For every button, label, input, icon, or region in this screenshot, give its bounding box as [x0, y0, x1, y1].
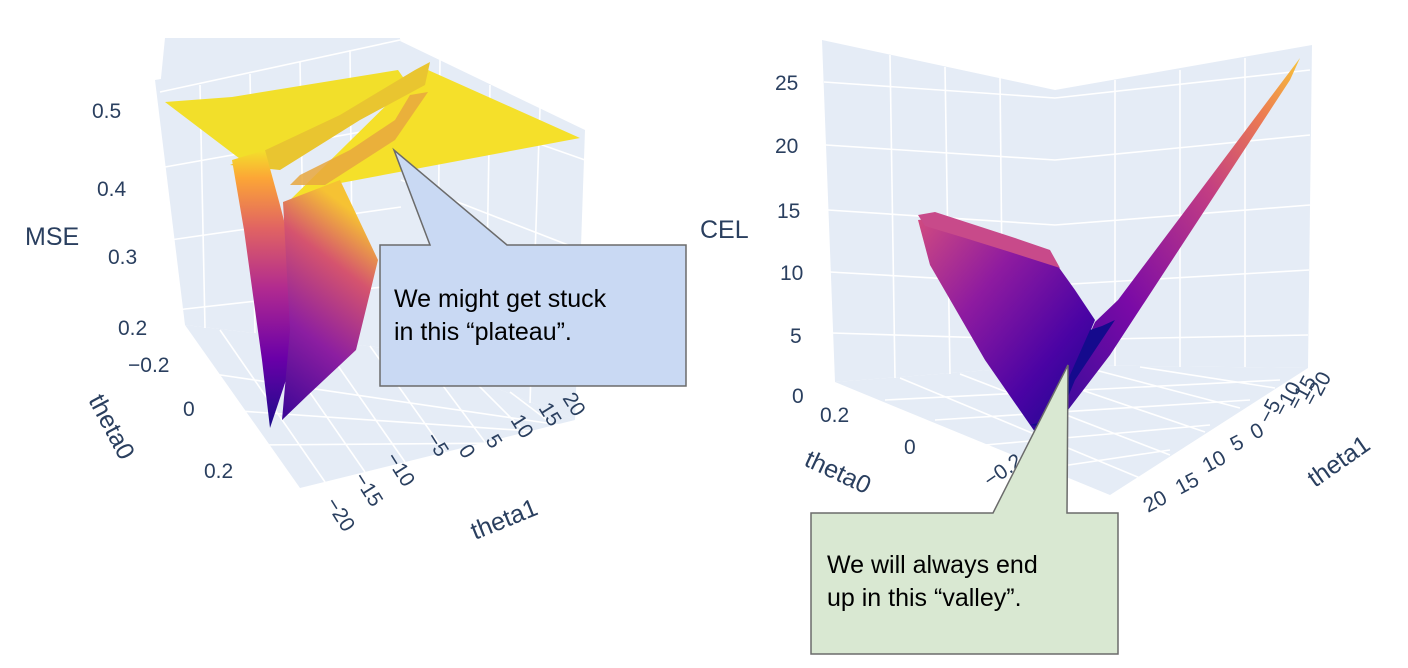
y-axis-title: theta0 [800, 445, 875, 500]
callout-plateau-box [379, 147, 687, 387]
mse-surface [165, 62, 580, 428]
z-tick-label: 20 [775, 135, 798, 158]
y-tick-label: 0 [904, 436, 916, 459]
right-wall [1055, 45, 1312, 368]
y-tick-label: −0.2 [128, 354, 169, 377]
plateau-right [285, 70, 580, 205]
grid-lines [823, 54, 1311, 479]
callout-valley-text: We will always end up in this “valley”. [827, 551, 1038, 612]
cel-surface [918, 58, 1300, 432]
y-axis-title: theta0 [83, 390, 140, 465]
z-axis-title: MSE [25, 223, 79, 251]
floor [835, 365, 1308, 495]
left-top-edge [918, 212, 1060, 268]
y-tick-label: 0.2 [204, 460, 233, 483]
callout-valley-box [810, 364, 1119, 655]
z-tick-label: 5 [790, 325, 802, 348]
x-tick-label: −15 [349, 468, 387, 510]
z-tick-label: 0.5 [92, 100, 121, 123]
valley-left-wall [232, 150, 298, 428]
z-axis-title: CEL [700, 216, 749, 244]
callout-plateau-text: We might get stuck in this “plateau”. [394, 285, 607, 346]
valley-floor [1030, 320, 1115, 428]
z-tick-label: 25 [775, 72, 798, 95]
z-tick-label: 0.4 [97, 178, 127, 201]
z-tick-label: 0.2 [118, 317, 147, 340]
z-tick-label: 0 [792, 385, 804, 408]
plateau-left [165, 70, 412, 168]
z-tick-label: 15 [777, 200, 800, 223]
valley-right-wall [282, 180, 378, 420]
x-tick-label: 10 [1199, 446, 1230, 477]
left-face [918, 218, 1095, 432]
ridge-shadow [290, 92, 428, 185]
z-tick-label: 10 [780, 262, 803, 285]
x-tick-label: 15 [1172, 468, 1203, 499]
x-axis-title: theta1 [1302, 430, 1375, 493]
x-axis-title: theta1 [467, 494, 542, 546]
y-tick-label: 0.2 [820, 404, 849, 427]
x-tick-label: 20 [1140, 486, 1171, 517]
z-tick-label: 0.3 [108, 246, 137, 269]
y-tick-label: 0 [183, 398, 195, 421]
x-tick-label: 5 [1227, 431, 1248, 457]
x-tick-label: −20 [321, 493, 359, 535]
